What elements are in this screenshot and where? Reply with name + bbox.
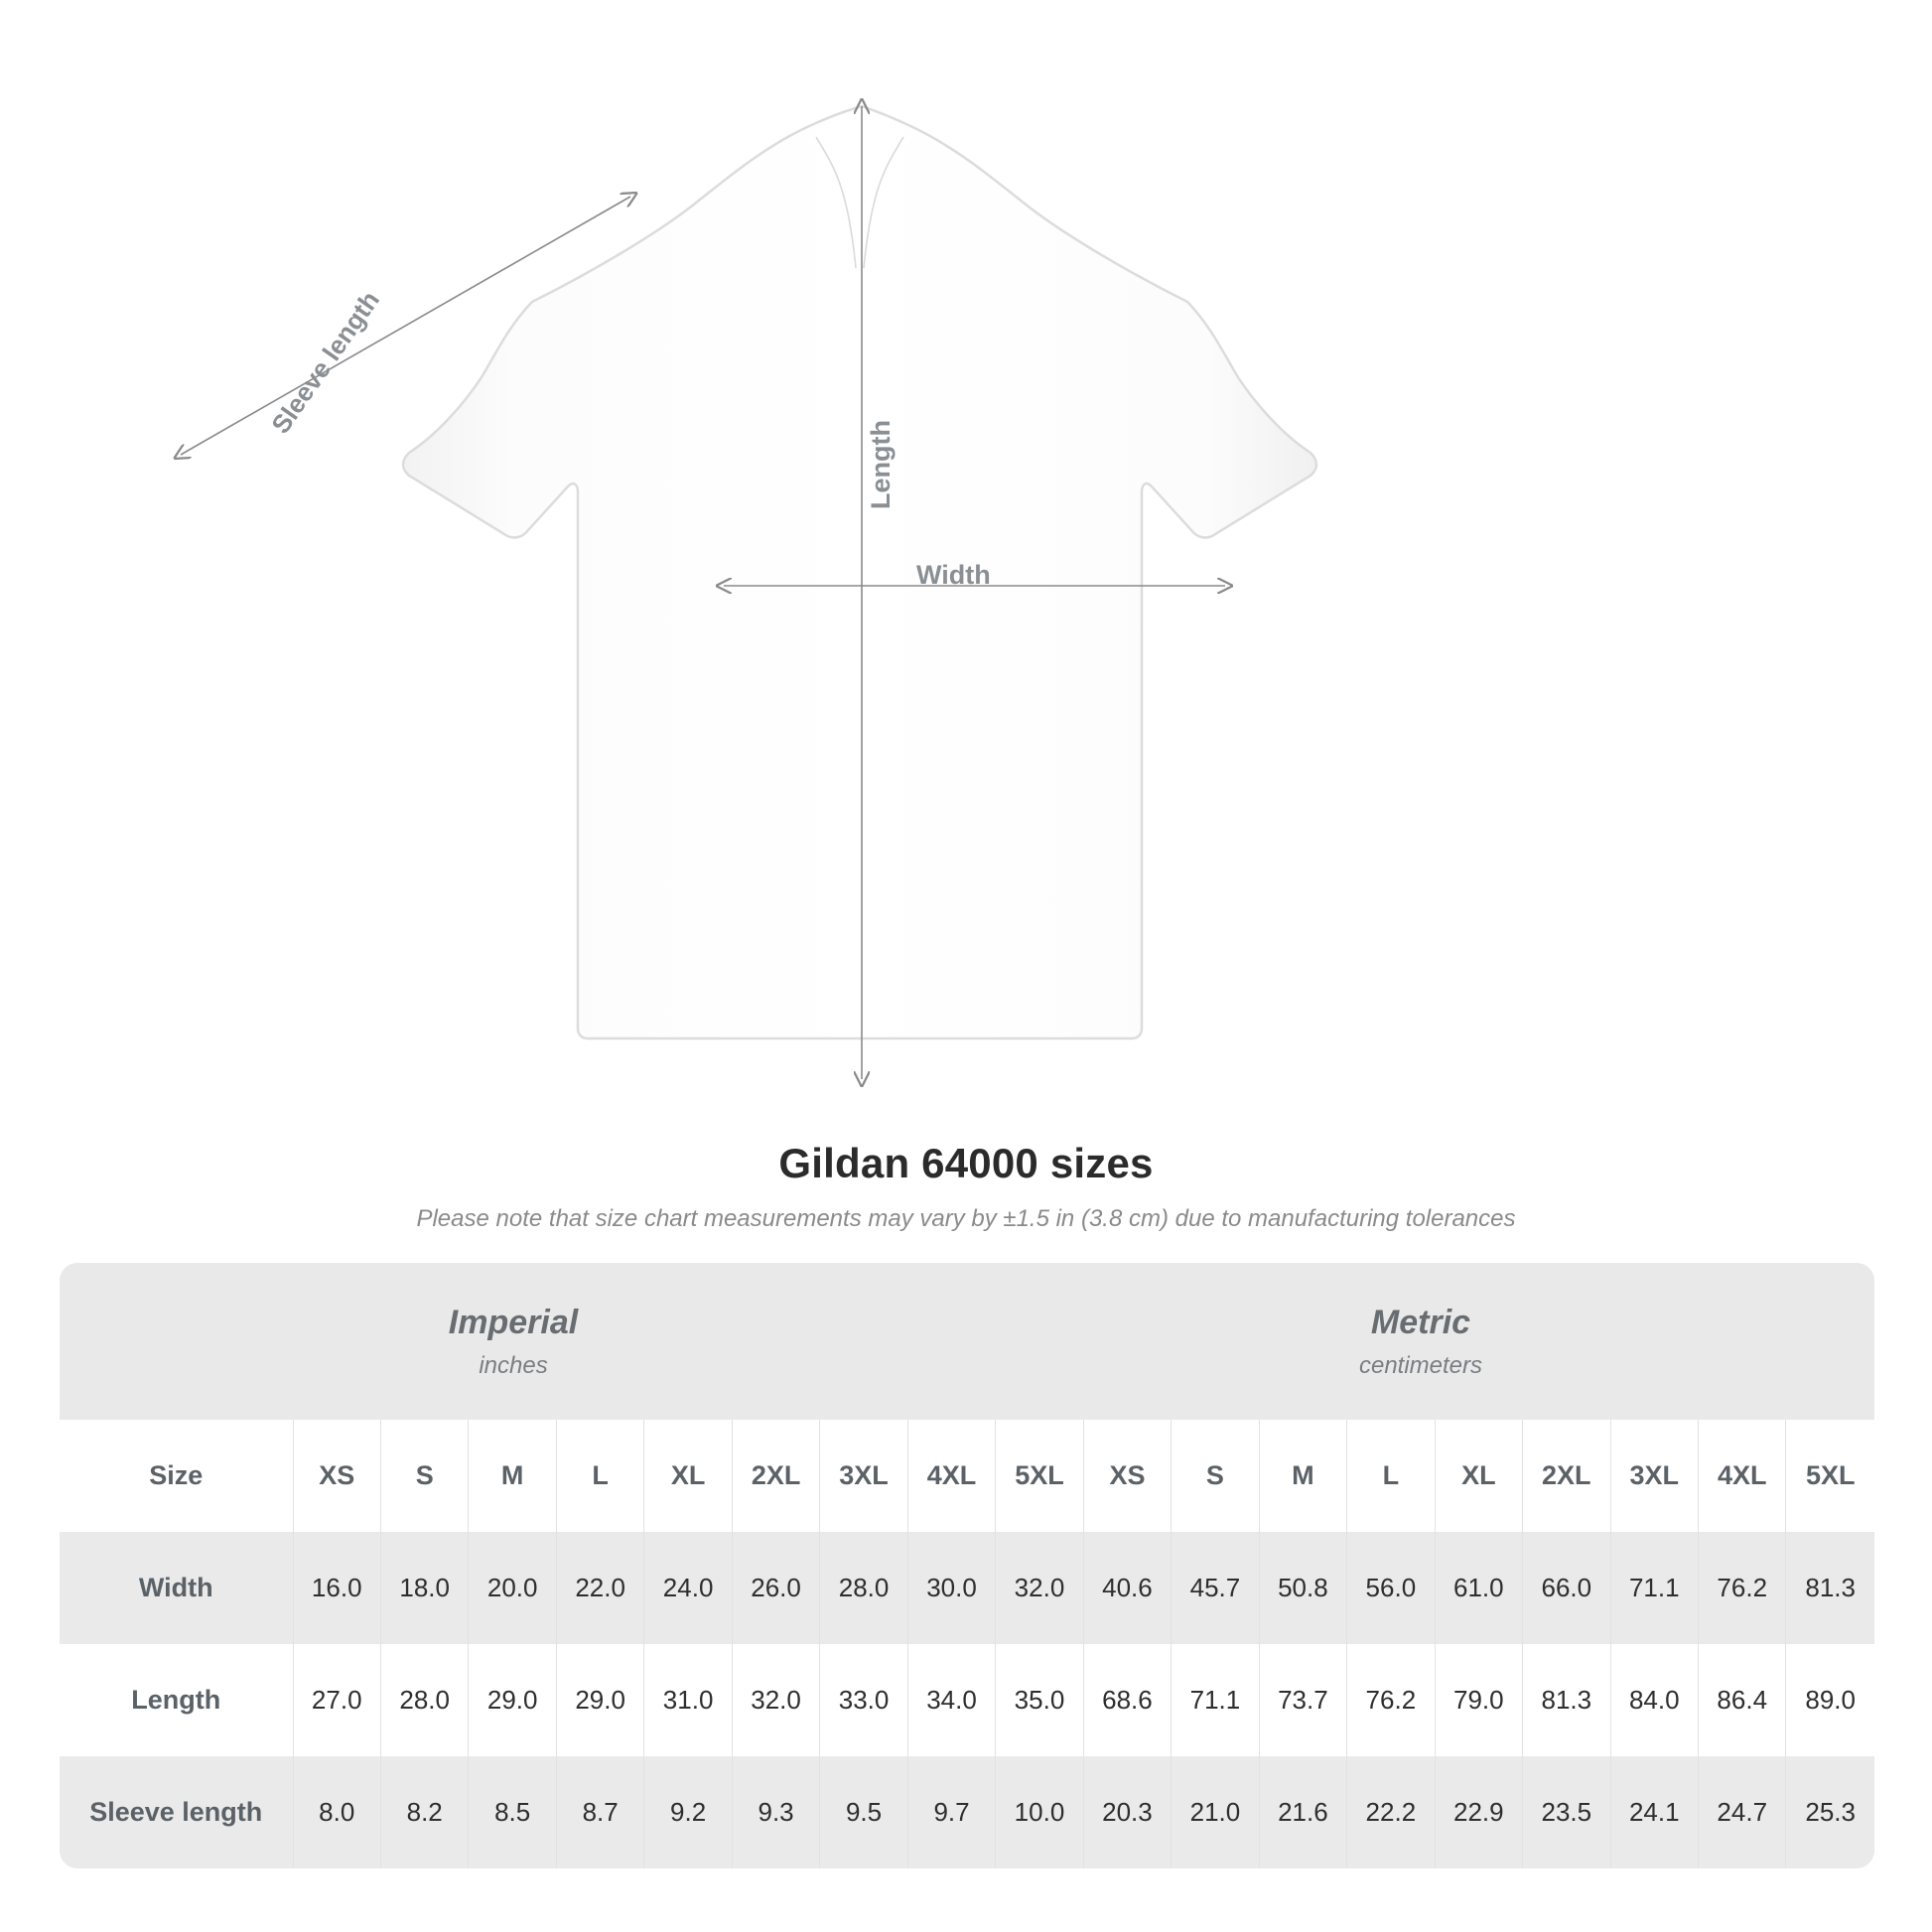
svg-text:Length: Length (866, 420, 896, 509)
svg-text:Width: Width (916, 560, 991, 590)
svg-text:Sleeve length: Sleeve length (265, 286, 385, 440)
